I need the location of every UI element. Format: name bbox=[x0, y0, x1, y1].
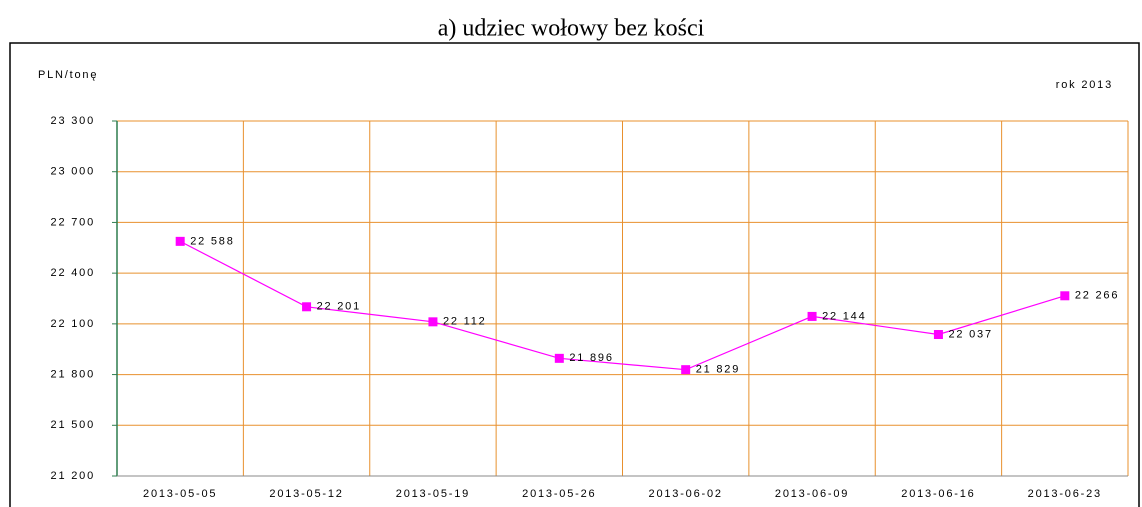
data-label: 22 144 bbox=[822, 310, 866, 322]
data-label: 22 266 bbox=[1075, 290, 1119, 302]
point-marker bbox=[681, 365, 691, 375]
point-marker bbox=[175, 236, 185, 246]
point-marker bbox=[1060, 291, 1070, 301]
x-tick-label: 2013-06-23 bbox=[1028, 488, 1102, 500]
point-marker bbox=[554, 353, 564, 363]
data-label: 21 896 bbox=[569, 352, 613, 364]
y-axis-label: PLN/tonę bbox=[38, 69, 98, 81]
x-tick-label: 2013-05-19 bbox=[396, 488, 470, 500]
y-tick-label: 22 100 bbox=[51, 318, 95, 330]
point-marker bbox=[428, 317, 438, 327]
data-label: 22 201 bbox=[317, 301, 361, 313]
x-tick-label: 2013-05-12 bbox=[269, 488, 343, 500]
y-tick-label: 22 700 bbox=[51, 216, 95, 228]
data-label: 22 112 bbox=[443, 316, 487, 328]
x-tick-label: 2013-06-02 bbox=[649, 488, 723, 500]
y-tick-label: 23 300 bbox=[51, 115, 95, 127]
x-tick-label: 2013-05-05 bbox=[143, 488, 217, 500]
point-marker bbox=[302, 302, 312, 312]
annotation: rok 2013 bbox=[1056, 79, 1113, 91]
data-label: 22 588 bbox=[190, 235, 234, 247]
data-label: 21 829 bbox=[696, 364, 740, 376]
frame bbox=[9, 42, 1140, 507]
y-tick-label: 23 000 bbox=[51, 166, 95, 178]
series-line bbox=[179, 240, 1065, 371]
x-tick-label: 2013-06-09 bbox=[775, 488, 849, 500]
x-tick-label: 2013-05-26 bbox=[522, 488, 596, 500]
x-tick-label: 2013-06-16 bbox=[901, 488, 975, 500]
y-tick-label: 21 200 bbox=[51, 470, 95, 482]
data-label: 22 037 bbox=[948, 328, 992, 340]
point-marker bbox=[807, 311, 817, 321]
y-tick-label: 21 800 bbox=[51, 368, 95, 380]
point-marker bbox=[933, 330, 943, 340]
y-tick-label: 21 500 bbox=[51, 419, 95, 431]
y-tick-label: 22 400 bbox=[51, 267, 95, 279]
chart-title: a) udziec wołowy bez kości bbox=[438, 16, 705, 42]
